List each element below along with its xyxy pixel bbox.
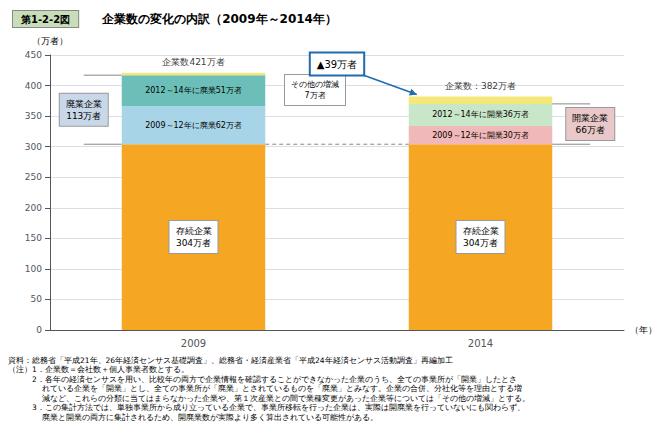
svg-text:（注）1．企業数＝会社数＋個人事業者数とする。: （注）1．企業数＝会社数＋個人事業者数とする。 [8,365,189,374]
svg-text:2012～14年に開業36万者: 2012～14年に開業36万者 [432,110,529,119]
svg-text:2012～14年に廃業51万者: 2012～14年に廃業51万者 [145,86,242,95]
svg-text:7万者: 7万者 [304,91,325,100]
svg-text:（万者）: （万者） [32,36,68,46]
svg-text:304万者: 304万者 [463,238,498,248]
svg-text:150: 150 [25,233,42,243]
svg-text:300: 300 [25,142,42,152]
svg-text:第1-2-2図: 第1-2-2図 [20,14,70,25]
svg-text:減など、これらの分類に当てはまらなかった企業や、第１次産業と: 減など、これらの分類に当てはまらなかった企業や、第１次産業との間で業種変更があっ… [8,394,530,403]
svg-text:2009～12年に開業30万者: 2009～12年に開業30万者 [432,131,529,140]
svg-text:66万者: 66万者 [576,125,605,135]
svg-text:200: 200 [25,203,42,213]
svg-text:企業数の変化の内訳（2009年～2014年）: 企業数の変化の内訳（2009年～2014年） [78,12,337,26]
svg-text:400: 400 [25,81,42,91]
svg-text:（年）: （年） [630,325,657,335]
svg-text:350: 350 [25,111,42,121]
svg-text:304万者: 304万者 [176,238,211,248]
svg-text:れている企業を「開業」とし、全ての事業所が「廃業」とされてい: れている企業を「開業」とし、全ての事業所が「廃業」とされているものを「廃業」とみ… [8,384,522,393]
svg-text:450: 450 [25,50,42,60]
svg-text:2．各年の経済センサスを用い、比較年の両方で企業情報を確認す: 2．各年の経済センサスを用い、比較年の両方で企業情報を確認することができなかった… [8,375,517,384]
svg-text:2014: 2014 [468,338,493,349]
svg-text:2009～12年に廃業62万者: 2009～12年に廃業62万者 [145,121,242,130]
svg-text:企業数：382万者: 企業数：382万者 [445,81,516,91]
svg-text:250: 250 [25,172,42,182]
svg-text:3．この集計方法では、単独事業所から成り立っている企業で、事: 3．この集計方法では、単独事業所から成り立っている企業で、事業所移転を行った企業… [8,403,525,412]
svg-text:その他の増減: その他の増減 [291,80,339,89]
svg-text:資料：総務省「平成21年、26年経済センサス基礎調査」、総務: 資料：総務省「平成21年、26年経済センサス基礎調査」、総務省・経済産業省「平成… [8,356,453,365]
svg-text:存続企業: 存続企業 [176,226,212,236]
svg-text:0: 0 [36,325,42,335]
svg-text:廃業と開業の両方に集計されるため、開廃業数が実際より多く算出: 廃業と開業の両方に集計されるため、開廃業数が実際より多く算出されている可能性があ… [8,413,378,422]
svg-text:100: 100 [25,264,42,274]
svg-text:113万者: 113万者 [66,111,101,121]
svg-text:企業数421万者: 企業数421万者 [162,57,224,67]
svg-text:50: 50 [31,294,43,304]
svg-text:開業企業: 開業企業 [572,113,608,123]
svg-text:▲39万者: ▲39万者 [317,59,357,70]
svg-text:廃業企業: 廃業企業 [66,99,102,109]
svg-text:存続企業: 存続企業 [463,226,499,236]
svg-text:2009: 2009 [181,338,206,349]
